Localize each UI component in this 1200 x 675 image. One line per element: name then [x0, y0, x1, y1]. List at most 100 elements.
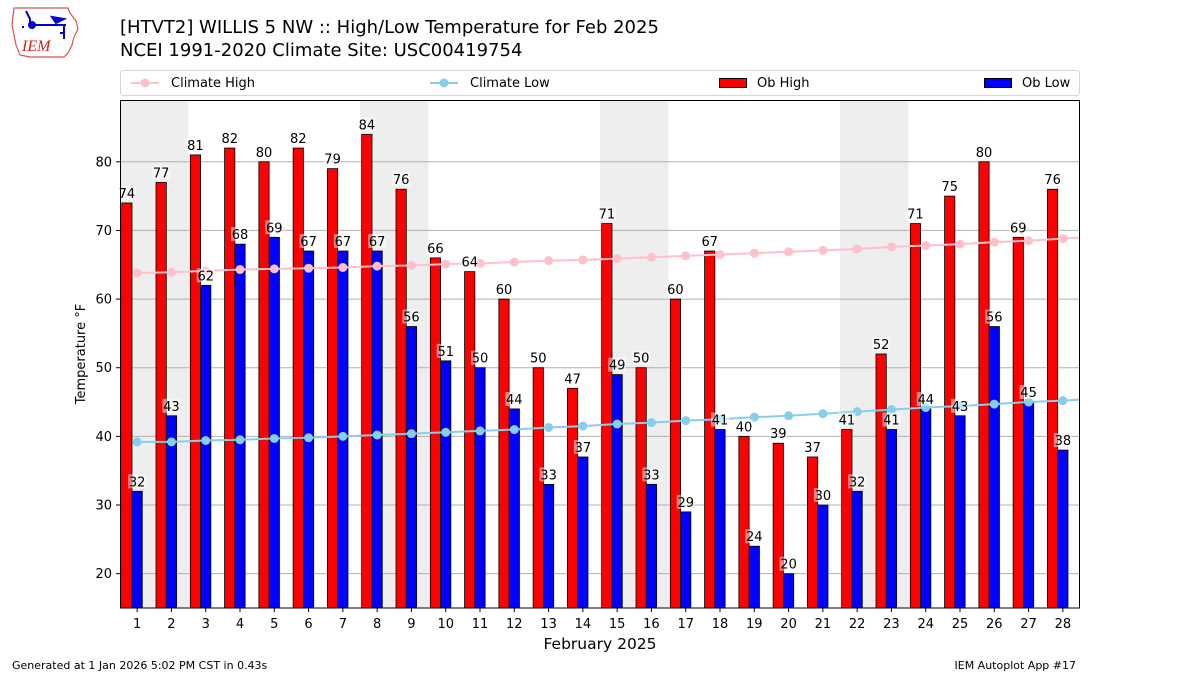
ob-low-label: 43 — [952, 400, 969, 415]
ob-high-label-bg — [769, 426, 788, 441]
ob-low-label-bg — [471, 350, 489, 365]
ob-high-label-group: 40 — [735, 419, 753, 435]
ob-low-bar — [371, 250, 383, 608]
climate-low-point — [1024, 397, 1034, 407]
climate-low-point — [372, 430, 382, 440]
ob-high-label-group: 39 — [769, 426, 788, 442]
ob-low-label-group: 41 — [882, 412, 901, 429]
ob-low-bar — [440, 360, 452, 608]
x-tick-label: 11 — [472, 617, 489, 632]
ob-high-label-group: 47 — [563, 371, 582, 387]
ob-low-label: 68 — [232, 228, 249, 243]
logo-text: IEM — [21, 38, 52, 55]
legend: Climate High Climate Low Ob High Ob Low — [120, 70, 1080, 96]
ob-high-bar — [567, 387, 579, 608]
ob-high-label-bg — [117, 185, 136, 200]
weather-station-icon — [22, 10, 68, 39]
climate-high-point — [578, 255, 588, 265]
ob-high-label-bg — [152, 165, 171, 180]
ob-high-label-group: 37 — [803, 439, 822, 456]
ob-low-label: 41 — [712, 414, 729, 429]
climate-low-point — [406, 429, 416, 439]
ob-high-label-bg — [940, 179, 959, 194]
ob-high-label-group: 82 — [220, 131, 239, 147]
ob-low-label-bg — [985, 309, 1004, 324]
ob-high-label: 39 — [770, 427, 787, 442]
ob-high-label-group: 69 — [1009, 220, 1028, 236]
ob-low-label: 43 — [163, 400, 180, 415]
climate-low-point — [612, 419, 622, 429]
ob-high-label: 75 — [941, 180, 958, 195]
x-tick-label: 25 — [952, 617, 969, 632]
ob-high-label-group: 82 — [289, 131, 308, 147]
ob-high-label-group: 80 — [255, 144, 273, 161]
ob-high-bar — [875, 353, 887, 608]
y-tick-label: 20 — [95, 567, 112, 582]
ob-low-label-group: 32 — [848, 474, 867, 490]
ob-high-label-group: 60 — [666, 282, 685, 298]
ob-low-label-group: 49 — [608, 357, 627, 374]
x-tick-label: 3 — [202, 617, 210, 632]
ob-high-bar — [1047, 188, 1059, 608]
ob-low-label-bg — [608, 357, 627, 372]
ob-high-bar — [464, 271, 476, 608]
ob-high-label: 41 — [839, 414, 856, 429]
ob-high-bar — [669, 298, 681, 608]
ob-low-bar — [817, 504, 829, 608]
ob-high-label-bg — [975, 144, 993, 159]
ob-high-label-bg — [666, 282, 685, 297]
ob-low-label: 45 — [1020, 386, 1037, 401]
ob-low-label-bg — [505, 391, 524, 406]
ob-high-label-bg — [426, 240, 445, 255]
ob-high-label-bg — [392, 172, 411, 187]
ob-low-bar — [988, 326, 1000, 608]
climate-low-point — [1058, 396, 1068, 406]
ob-high-label-group: 64 — [460, 254, 479, 271]
ob-high-bar — [189, 154, 201, 608]
y-tick-label: 50 — [95, 361, 112, 376]
ob-high-label-bg — [255, 144, 273, 159]
ob-high-label: 71 — [599, 208, 616, 223]
ob-high-bar — [361, 133, 373, 608]
ob-high-label: 37 — [804, 441, 821, 456]
ob-high-label: 76 — [393, 173, 410, 188]
ob-low-label-bg — [231, 227, 249, 242]
climate-high-point — [235, 265, 245, 275]
climate-low-point — [578, 421, 588, 431]
climate-low-point — [132, 437, 142, 447]
ob-low-label: 37 — [575, 441, 592, 456]
ob-low-label-bg — [333, 234, 352, 249]
ob-low-bar — [714, 429, 726, 608]
ob-high-label-bg — [700, 234, 719, 249]
climate-high-point — [646, 252, 656, 262]
ob-high-label: 60 — [496, 283, 513, 298]
climate-low-point — [509, 425, 519, 435]
ob-high-label-group: 77 — [152, 165, 171, 181]
ob-low-label: 29 — [677, 496, 694, 511]
ob-low-label-group: 69 — [265, 220, 284, 236]
ob-low-label-bg — [1019, 385, 1038, 400]
ob-low-label-bg — [162, 398, 181, 413]
legend-item-climate-low: Climate Low — [428, 71, 550, 95]
x-tick-label: 22 — [849, 617, 866, 632]
ob-low-label-bg — [196, 268, 215, 283]
legend-item-ob-low: Ob Low — [984, 71, 1070, 95]
ob-low-label-group: 43 — [951, 398, 969, 415]
ob-low-label: 69 — [266, 221, 283, 236]
ob-low-label-group: 33 — [642, 467, 661, 483]
ob-low-label: 30 — [815, 489, 832, 504]
ob-high-label: 60 — [667, 283, 684, 298]
ob-high-label-group: 76 — [392, 172, 411, 188]
ob-high-label-bg — [632, 350, 651, 365]
bars — [121, 133, 1069, 608]
ob-low-label-group: 20 — [779, 556, 798, 573]
legend-label: Climate High — [171, 75, 256, 91]
climate-low-point — [269, 433, 279, 443]
ob-low-label-group: 51 — [436, 343, 455, 360]
app-id: IEM Autoplot App #17 — [954, 659, 1077, 672]
ob-high-label: 82 — [221, 132, 238, 147]
ob-low-bar — [1057, 449, 1069, 608]
ob-high-label: 66 — [427, 242, 444, 257]
climate-high-point — [921, 241, 931, 251]
legend-item-climate-high: Climate High — [129, 71, 255, 95]
